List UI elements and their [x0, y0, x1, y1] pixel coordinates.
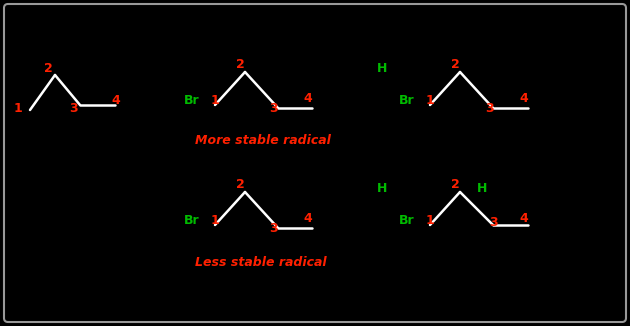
Text: H: H — [377, 62, 387, 75]
Text: 1: 1 — [426, 94, 434, 107]
Text: 2: 2 — [236, 177, 244, 190]
Text: Less stable radical: Less stable radical — [195, 256, 326, 269]
Text: 4: 4 — [304, 93, 312, 106]
Text: 1: 1 — [14, 101, 23, 114]
Text: Br: Br — [184, 214, 200, 227]
Text: Br: Br — [399, 94, 415, 107]
Text: Br: Br — [399, 214, 415, 227]
Text: 3: 3 — [484, 101, 493, 114]
Text: Br: Br — [184, 94, 200, 107]
Text: 3: 3 — [270, 101, 278, 114]
Text: 3: 3 — [489, 215, 497, 229]
Text: 4: 4 — [304, 213, 312, 226]
Text: 4: 4 — [520, 213, 529, 226]
Text: H: H — [477, 182, 487, 195]
Text: H: H — [377, 182, 387, 195]
Text: 2: 2 — [450, 57, 459, 70]
Text: 1: 1 — [426, 214, 434, 227]
Text: 3: 3 — [270, 221, 278, 234]
Text: 2: 2 — [43, 62, 52, 75]
Text: 2: 2 — [450, 177, 459, 190]
Text: 2: 2 — [236, 57, 244, 70]
Text: 4: 4 — [112, 94, 120, 107]
Text: More stable radical: More stable radical — [195, 134, 331, 146]
Text: 3: 3 — [70, 101, 78, 114]
Text: 4: 4 — [520, 93, 529, 106]
Text: 1: 1 — [210, 94, 219, 107]
Text: 1: 1 — [210, 214, 219, 227]
